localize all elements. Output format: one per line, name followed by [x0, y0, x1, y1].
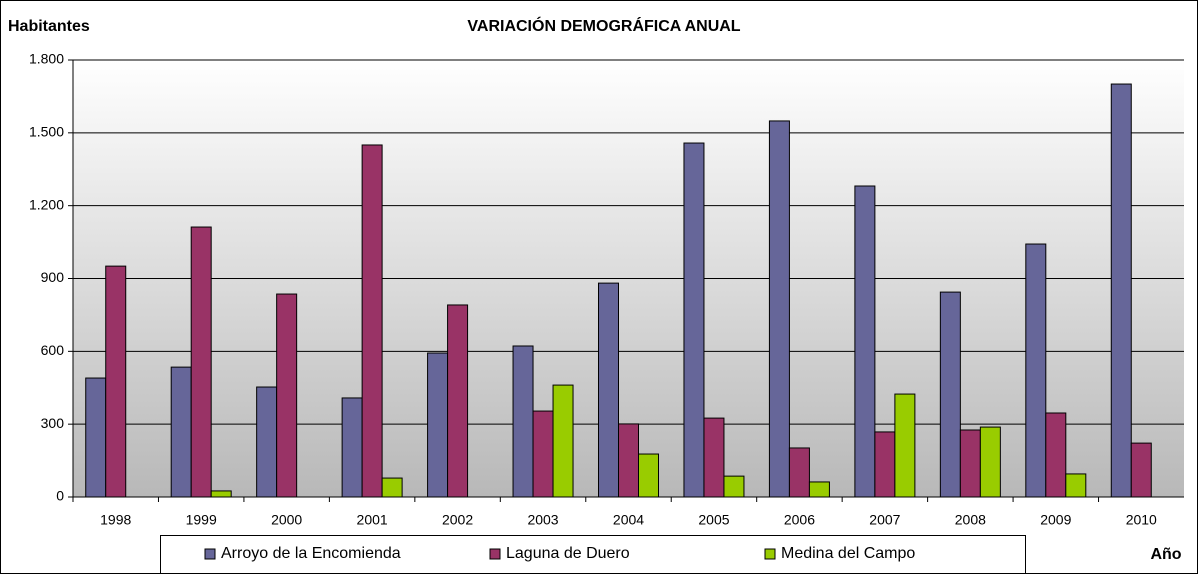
legend-label: Medina del Campo	[781, 545, 915, 562]
bar	[256, 386, 278, 498]
bar	[959, 429, 981, 498]
bar	[894, 393, 916, 498]
x-tick-label: 2010	[1126, 512, 1157, 528]
bar	[512, 345, 534, 498]
bar	[532, 410, 554, 498]
bar	[1130, 442, 1152, 498]
bar	[170, 366, 192, 498]
y-tick-label: 600	[41, 342, 65, 358]
bar	[190, 226, 212, 498]
x-tick-label: 2004	[613, 512, 644, 528]
x-tick-label: 2007	[869, 512, 900, 528]
bar	[341, 397, 363, 498]
bar	[854, 185, 876, 498]
legend	[160, 535, 1026, 574]
y-tick-label: 1.800	[29, 51, 64, 67]
x-axis-label: Año	[1150, 546, 1181, 563]
legend-label: Arroyo de la Encomienda	[221, 545, 401, 562]
y-tick-label: 300	[41, 415, 65, 431]
chart-title: VARIACIÓN DEMOGRÁFICA ANUAL	[467, 16, 740, 35]
bar	[703, 417, 725, 498]
bar	[874, 431, 896, 498]
bar	[979, 426, 1001, 498]
bar	[427, 352, 449, 498]
y-tick-label: 1.500	[29, 124, 64, 140]
bar	[447, 304, 469, 498]
bar	[768, 120, 790, 498]
y-tick-label: 0	[56, 488, 64, 504]
bar	[85, 377, 107, 498]
x-tick-label: 2003	[527, 512, 558, 528]
x-tick-label: 2005	[698, 512, 729, 528]
x-tick-label: 2009	[1040, 512, 1071, 528]
bar	[1110, 83, 1132, 498]
bar	[381, 477, 403, 498]
bar	[618, 423, 639, 498]
bar	[361, 144, 383, 498]
y-tick-label: 1.200	[29, 196, 64, 212]
x-tick-label: 2008	[955, 512, 986, 528]
x-tick-label: 2006	[784, 512, 815, 528]
bar	[1045, 412, 1067, 498]
x-tick-label: 2001	[357, 512, 388, 528]
bar	[598, 282, 619, 498]
legend-swatch	[764, 548, 776, 560]
bar	[638, 453, 659, 498]
bar	[276, 293, 298, 498]
x-tick-label: 2002	[442, 512, 473, 528]
bar	[683, 142, 705, 498]
bar	[1025, 243, 1047, 498]
legend-swatch	[204, 548, 216, 560]
y-axis-label: Habitantes	[8, 18, 90, 35]
legend-label: Laguna de Duero	[506, 545, 630, 562]
x-tick-label: 2000	[271, 512, 302, 528]
bar	[808, 481, 830, 498]
bar	[1065, 473, 1087, 498]
bar	[210, 490, 232, 498]
y-tick-label: 900	[41, 269, 65, 285]
bar	[723, 475, 745, 498]
x-tick-label: 1999	[186, 512, 217, 528]
x-tick-label: 1998	[100, 512, 131, 528]
bar	[788, 447, 810, 498]
bar	[105, 265, 127, 498]
bar	[552, 384, 574, 498]
bar	[939, 291, 961, 498]
legend-swatch	[489, 548, 501, 560]
